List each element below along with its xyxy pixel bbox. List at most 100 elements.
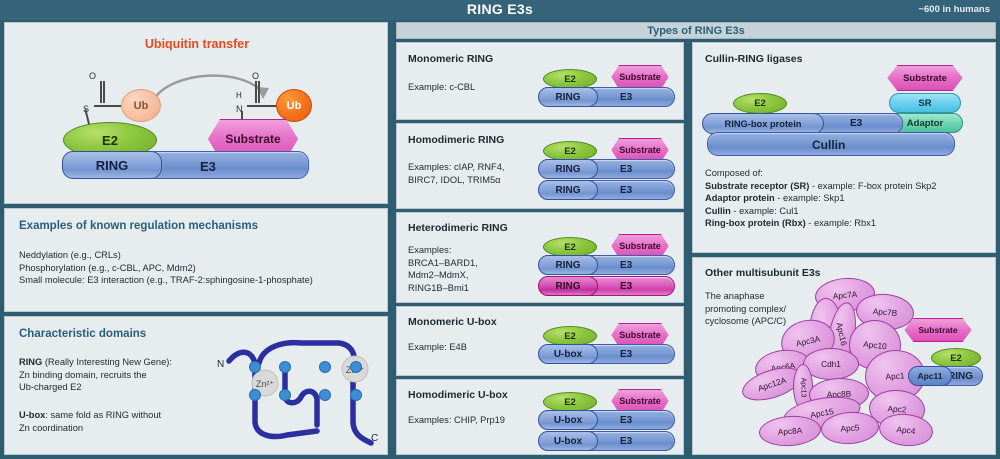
cullin-label: Cullin <box>812 138 846 152</box>
ubiquitin-acceptor: Ub <box>276 89 312 122</box>
ubox-domain-bold: U-box <box>19 410 46 420</box>
type-example-line: Example: E4B <box>408 342 467 352</box>
crl-component-name: Adaptor protein <box>705 193 775 204</box>
zinc-finger-diagram-icon: Zn²⁺ Zn²⁺ N C <box>217 339 378 446</box>
substrate-shape: Substrate <box>611 389 669 413</box>
bond-c-ub-left <box>104 105 122 107</box>
e3-label: E3 <box>620 92 633 103</box>
type-title: Homodimeric U-box <box>408 389 508 401</box>
type-card-homodimeric-ring[interactable]: Homodimeric RING Examples: cIAP, RNF4, B… <box>396 123 684 209</box>
type-example-line: BIRC7, IDOL, TRIM5α <box>408 174 501 185</box>
cullin-ring-ligases-panel: Cullin-RING ligases Substrate SR Adaptor… <box>692 42 996 253</box>
ring-domain-rest: (Really Interesting New Gene): <box>42 357 172 367</box>
type-title: Monomeric U-box <box>408 316 497 328</box>
regulation-panel: Examples of known regulation mechanisms … <box>4 208 388 312</box>
bond-c-o-left-2 <box>103 81 105 103</box>
crl-composition: Composed of: Substrate receptor (SR) - e… <box>705 167 936 230</box>
svg-text:Zn²⁺: Zn²⁺ <box>256 379 275 389</box>
bond-s-c <box>94 105 108 107</box>
apc-caption-line: cyclosome (APC/C) <box>705 316 787 327</box>
type-example-line: Examples: cIAP, RNF4, <box>408 162 505 172</box>
regulation-line-1: Neddylation (e.g., CRLs) <box>19 250 121 260</box>
bond-n-c <box>247 105 261 107</box>
crl-component-example: - example: Rbx1 <box>805 218 876 229</box>
substrate-shape: Substrate <box>904 318 972 342</box>
e2-enzyme: E2 <box>733 93 787 114</box>
ubox-knob: U-box <box>538 410 598 430</box>
apc-caption: The anaphase promoting complex/ cyclosom… <box>705 290 805 328</box>
type-examples: Examples: cIAP, RNF4, BIRC7, IDOL, TRIM5… <box>408 161 504 186</box>
header-note: ~600 in humans <box>918 4 990 15</box>
ring-domain-bold: RING <box>19 357 43 367</box>
type-examples: Examples: CHIP, Prp19 <box>408 414 505 427</box>
e2-enzyme: E2 <box>931 348 981 368</box>
regulation-list: Neddylation (e.g., CRLs) Phosphorylation… <box>19 249 313 287</box>
e3-label: E3 <box>620 436 633 447</box>
e2-enzyme: E2 <box>543 69 597 89</box>
type-title: Homodimeric RING <box>408 134 505 146</box>
ring-knob: RING <box>538 180 598 200</box>
type-card-homodimeric-ubox[interactable]: Homodimeric U-box Examples: CHIP, Prp19 … <box>396 379 684 455</box>
multisubunit-title: Other multisubunit E3s <box>705 267 821 279</box>
type-example-line: RING1B–Bmi1 <box>408 282 469 293</box>
ring-box-protein-knob: RING-box protein <box>702 113 824 134</box>
type-examples: Example: c-CBL <box>408 81 475 94</box>
left-column: Ubiquitin transfer O S Ub O H N <box>4 22 388 455</box>
apc-caption-line: The anaphase <box>705 291 765 301</box>
type-title: Heterodimeric RING <box>408 222 508 234</box>
crl-component-name: Ring-box protein (Rbx) <box>705 218 806 229</box>
ubox-knob: U-box <box>538 344 598 364</box>
e3-label: E3 <box>850 118 863 129</box>
e3-label: E3 <box>620 415 633 426</box>
ubiquitin-transfer-panel: Ubiquitin transfer O S Ub O H N <box>4 22 388 204</box>
transfer-arrow-icon <box>152 74 269 100</box>
ring-knob: RING <box>538 255 598 275</box>
substrate-shape: Substrate <box>887 65 963 91</box>
ring-domain-heading: RING (Really Interesting New Gene): <box>19 356 229 369</box>
type-card-monomeric-ubox[interactable]: Monomeric U-box Example: E4B E2 Substrat… <box>396 306 684 376</box>
ring-domain-line-1: Zn binding domain, recruits the <box>19 369 147 380</box>
crl-title: Cullin-RING ligases <box>705 53 803 65</box>
types-banner: Types of RING E3s <box>396 22 996 39</box>
bond-c-o-left <box>100 81 102 103</box>
type-example-line: Examples: CHIP, Prp19 <box>408 415 505 425</box>
crl-component-row: Ring-box protein (Rbx) - example: Rbx1 <box>705 217 936 230</box>
c-terminus-label: C <box>371 433 378 444</box>
apc-subunit-label: Apc16 <box>834 321 850 347</box>
e3-label: E3 <box>620 164 633 175</box>
crl-component-example: - example: Skp1 <box>774 193 845 204</box>
right-column: Cullin-RING ligases Substrate SR Adaptor… <box>692 42 996 455</box>
crl-component-row: Cullin - example: Cul1 <box>705 205 936 218</box>
ring-knob: RING <box>538 87 598 107</box>
ring-knob-pink: RING <box>538 276 598 296</box>
apc-subunit-apc4: Apc4 <box>877 411 935 449</box>
bond-c-ub-right <box>259 105 277 107</box>
characteristic-domains-panel: Characteristic domains RING (Really Inte… <box>4 316 388 455</box>
ring-domain-description: RING (Really Interesting New Gene): Zn b… <box>19 356 229 394</box>
type-examples: Example: E4B <box>408 341 467 354</box>
type-example-line: Example: c-CBL <box>408 82 476 92</box>
multisubunit-e3s-panel: Other multisubunit E3s The anaphase prom… <box>692 257 996 455</box>
page-header: RING E3s ~600 in humans <box>0 0 1000 20</box>
ubox-domain-heading: U-box: same fold as RING without <box>19 409 229 422</box>
regulation-line-2: Phosphorylation (e.g., c-CBL, APC, Mdm2) <box>19 262 196 273</box>
bond-c-o-right <box>255 81 257 103</box>
ring-domain-line-2: Ub-charged E2 <box>19 382 82 393</box>
e3-label: E3 <box>620 185 633 196</box>
crl-component-example: - example: Cul1 <box>730 205 799 216</box>
bond-c-o-right-2 <box>258 81 260 103</box>
ubox-knob: U-box <box>538 431 598 451</box>
type-card-monomeric-ring[interactable]: Monomeric RING Example: c-CBL E2 Substra… <box>396 42 684 120</box>
type-example-line: BRCA1–BARD1, <box>408 257 478 268</box>
type-card-heterodimeric-ring[interactable]: Heterodimeric RING Examples: BRCA1–BARD1… <box>396 212 684 303</box>
e3-label: E3 <box>620 349 633 360</box>
crl-component-name: Cullin <box>705 205 731 216</box>
e2-enzyme: E2 <box>543 141 597 161</box>
ubox-domain-line-1: Zn coordination <box>19 422 84 433</box>
ring-label: RING <box>948 371 973 382</box>
cullin-bar: Cullin <box>707 132 955 156</box>
type-example-line: Examples: <box>408 245 452 255</box>
page-title: RING E3s <box>466 1 534 17</box>
apc-caption-line: promoting complex/ <box>705 303 787 314</box>
